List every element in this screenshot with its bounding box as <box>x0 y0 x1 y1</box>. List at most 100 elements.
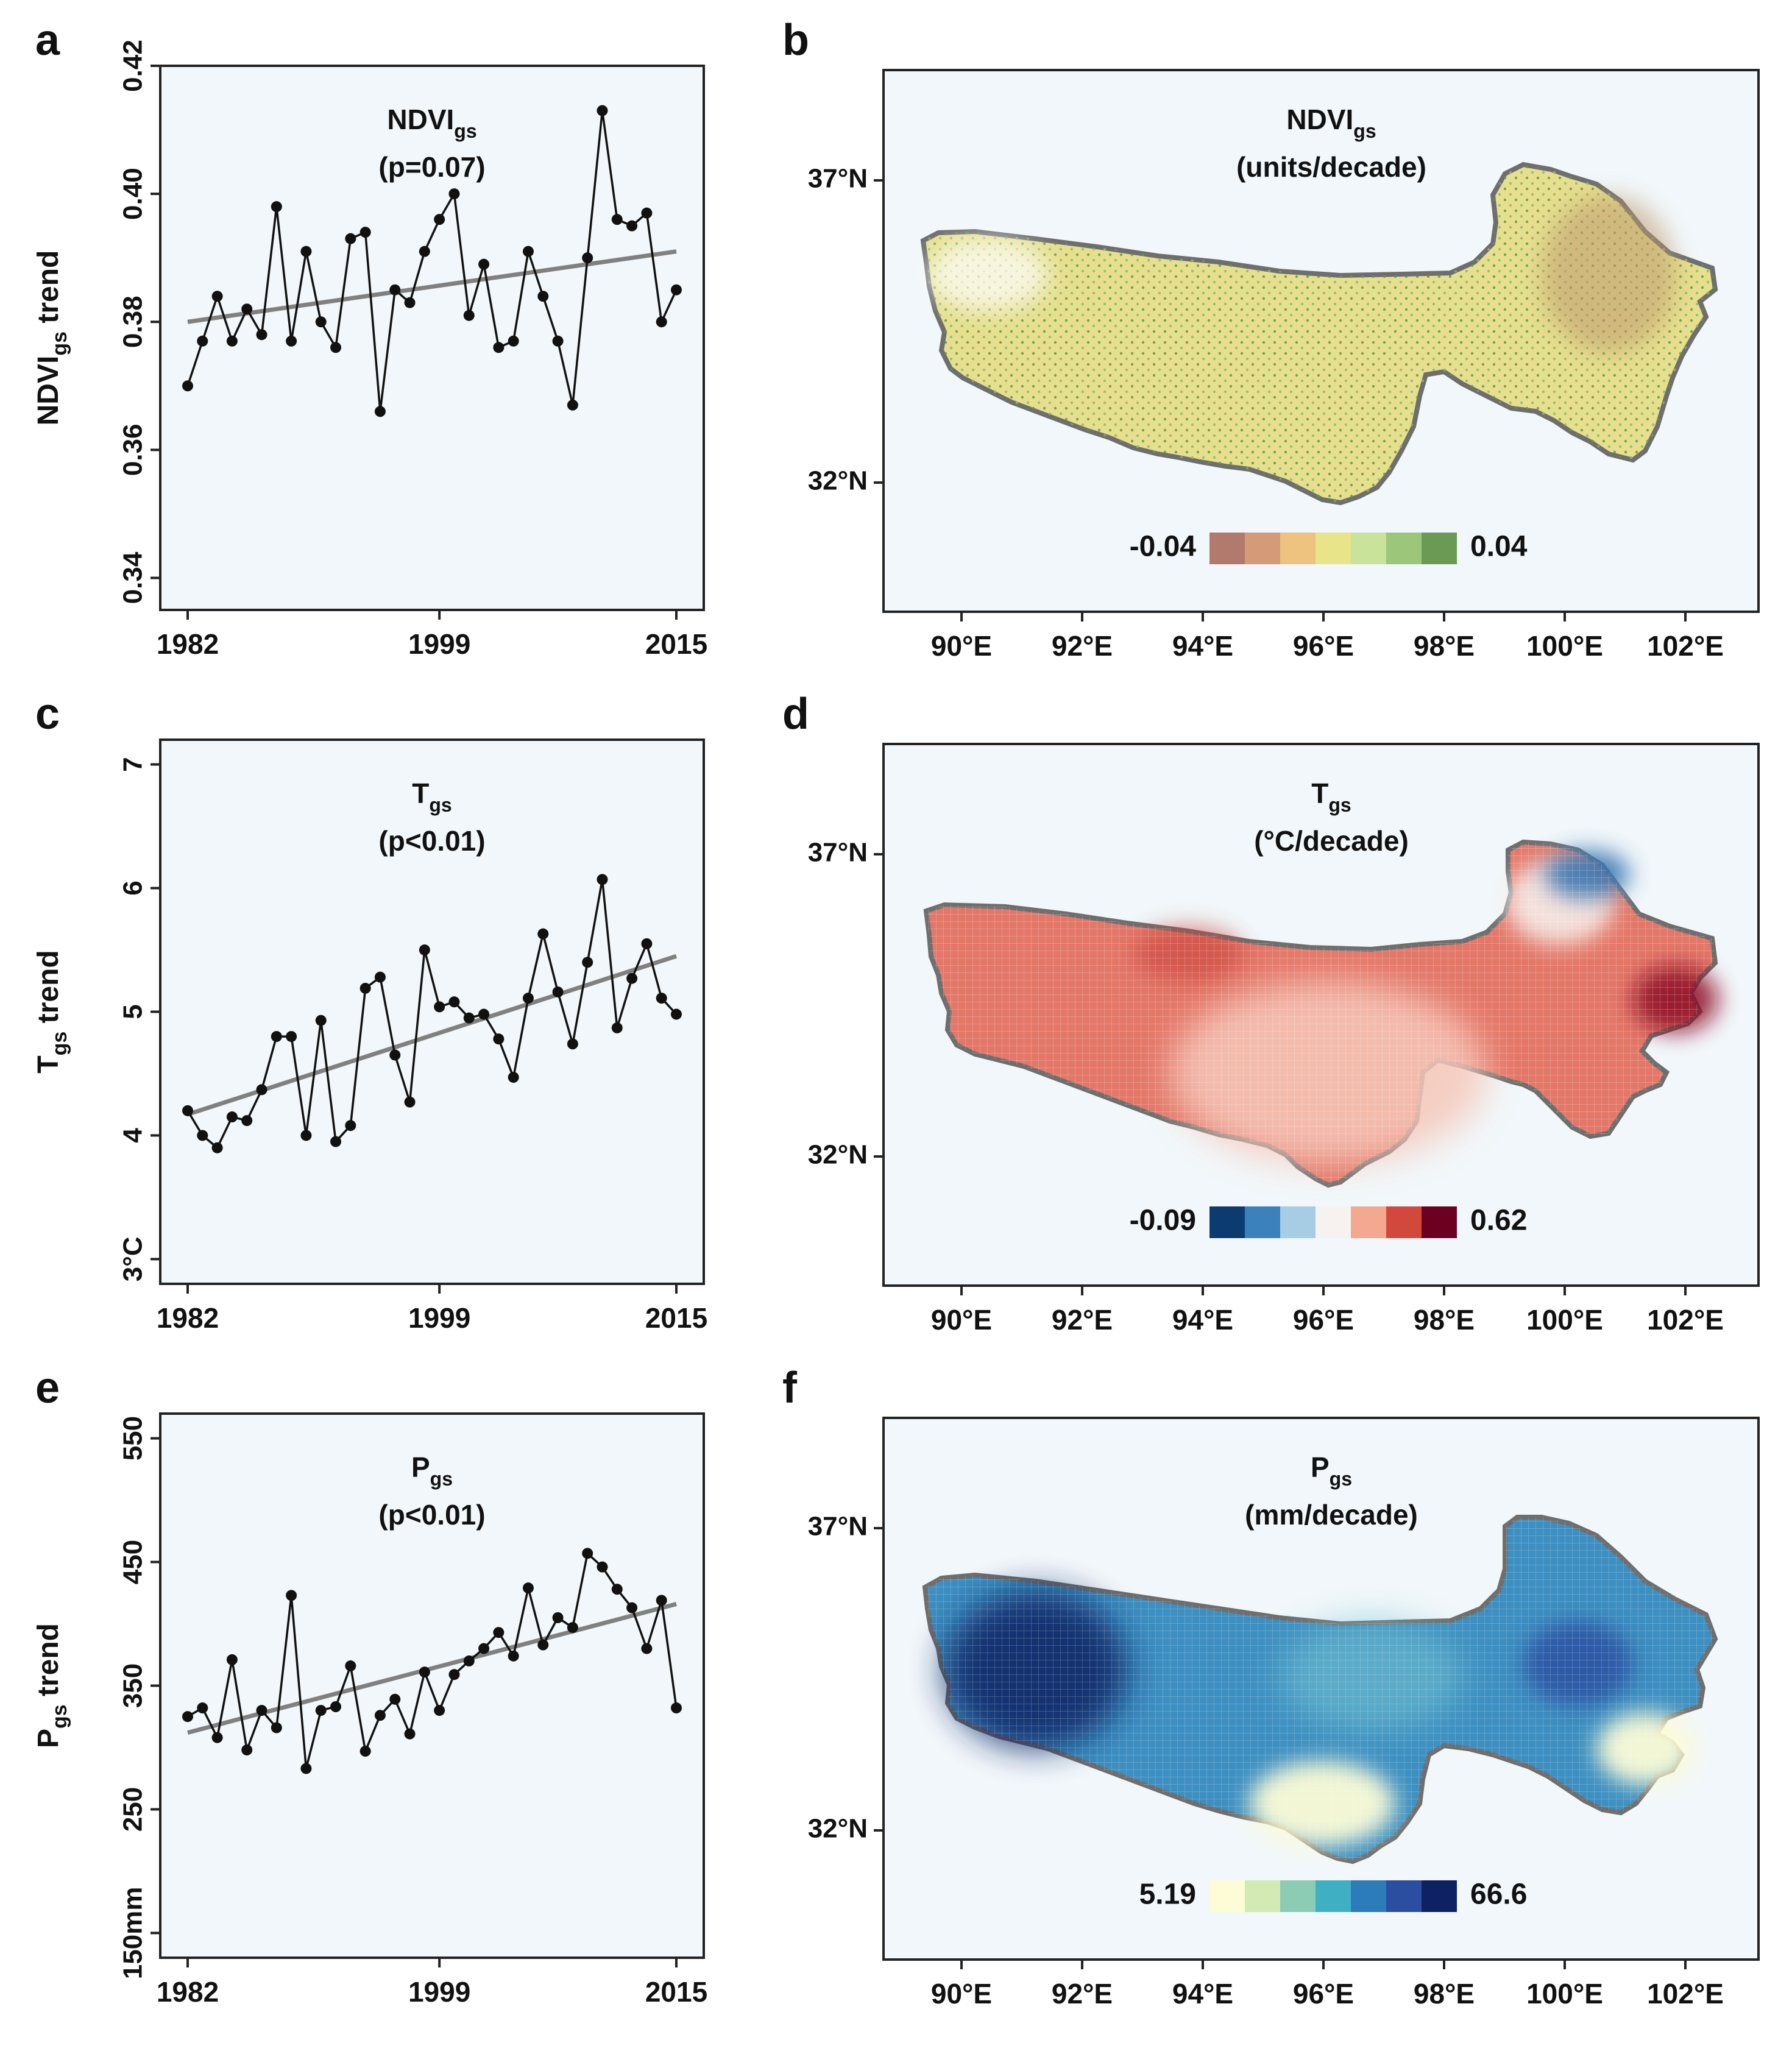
lon-tick-label: 102°E <box>1647 630 1724 662</box>
map-f-precipitation: Pgs (mm/decade) 5.19 66.6 90°E 92°E 94°E 96°… <box>808 1417 1760 2010</box>
plot-area <box>159 738 705 1285</box>
lon-tick-label: 90°E <box>931 630 992 662</box>
data-point <box>271 1031 282 1043</box>
data-point <box>611 1022 623 1033</box>
data-point <box>182 1105 193 1116</box>
data-point <box>419 944 430 956</box>
lon-tick-label: 102°E <box>1647 1304 1724 1336</box>
lon-tick-label: 98°E <box>1414 1978 1475 2010</box>
data-point <box>582 1548 593 1559</box>
lon-tick-label: 90°E <box>931 1304 992 1336</box>
data-point <box>522 993 534 1004</box>
panel-letter-d: d <box>782 690 809 738</box>
data-point <box>404 1096 416 1108</box>
lon-tick-label: 94°E <box>1172 630 1233 662</box>
lon-tick-label: 100°E <box>1526 1978 1603 2010</box>
y-tick-label: 0.34 <box>118 551 148 604</box>
panel-letter-e: e <box>35 1364 60 1412</box>
map-d-axes: 90°E 92°E 94°E 96°E 98°E 100°E 102°E 37°N 32°N <box>808 838 1724 1336</box>
data-point <box>197 335 208 347</box>
lon-tick-label: 98°E <box>1414 630 1475 662</box>
colorbar-min-label: -0.04 <box>1130 531 1197 563</box>
y-tick-label: 3°C <box>118 1236 148 1281</box>
data-point <box>389 1049 401 1061</box>
data-point <box>374 971 386 983</box>
map-d-colorbar: -0.09 0.62 <box>1130 1205 1527 1238</box>
x-tick-label: 2015 <box>645 1976 707 2008</box>
y-tick-label: 7 <box>118 757 148 771</box>
data-point <box>286 1590 297 1601</box>
data-point <box>537 1639 549 1651</box>
data-point <box>286 335 297 347</box>
data-point <box>315 1015 327 1026</box>
data-point <box>567 1622 578 1634</box>
lon-tick-label: 94°E <box>1172 1304 1233 1336</box>
data-point <box>256 329 267 341</box>
data-point <box>671 1702 682 1714</box>
y-tick-label: 4 <box>118 1128 148 1143</box>
data-point <box>611 214 623 225</box>
data-point <box>641 1643 653 1654</box>
data-point <box>241 303 253 315</box>
chart-c-temperature: 3°C 4 5 6 7 1982 1999 2015 Tgs trend Tgs (p<0.01) <box>32 738 707 1334</box>
series-line <box>187 1551 678 1769</box>
y-axis-label: Tgs trend <box>32 950 71 1073</box>
data-point <box>434 1001 445 1013</box>
lat-tick-label: 32°N <box>808 466 868 496</box>
y-tick-label: 450 <box>118 1540 148 1584</box>
colorbar-swatch <box>1386 1206 1422 1238</box>
data-point <box>345 233 356 244</box>
lon-tick-label: 100°E <box>1526 630 1603 662</box>
data-point <box>389 284 401 296</box>
panel-letter-b: b <box>782 16 809 65</box>
y-tick-label: 6 <box>118 880 148 895</box>
data-point <box>626 1602 638 1613</box>
data-point <box>300 246 312 257</box>
data-point <box>330 342 342 353</box>
panel-letter-c: c <box>35 690 60 738</box>
data-point <box>478 258 490 270</box>
lat-tick-label: 32°N <box>808 1814 868 1844</box>
panel-letter-a: a <box>35 16 60 65</box>
lat-tick-label: 37°N <box>808 164 868 194</box>
data-point <box>330 1701 342 1713</box>
lon-tick-label: 92°E <box>1052 630 1113 662</box>
data-point <box>211 1142 223 1153</box>
data-point <box>359 227 371 238</box>
data-point <box>508 335 519 347</box>
data-point <box>374 1710 386 1721</box>
map-b-ndvi: NDVIgs (units/decade) -0.04 0.04 90°E 92°E… <box>808 69 1760 662</box>
data-point <box>434 214 445 225</box>
data-point <box>226 1654 238 1665</box>
series-line <box>186 879 678 1150</box>
colorbar-swatch <box>1316 1880 1351 1912</box>
data-point <box>211 1732 223 1743</box>
data-point <box>256 1705 267 1716</box>
colorbar-swatch <box>1386 1880 1422 1912</box>
colorbar-swatch <box>1316 1206 1351 1238</box>
p-value-label: (p<0.01) <box>378 1499 485 1531</box>
data-point <box>641 938 653 949</box>
x-tick-label: 1982 <box>157 628 219 660</box>
data-point <box>359 982 371 994</box>
data-point <box>597 874 608 885</box>
data-point <box>656 1595 667 1606</box>
lon-tick-label: 96°E <box>1293 630 1354 662</box>
chart-a-ndvi: 0.34 0.36 0.38 0.40 0.42 1982 1999 2015 NDVIgs t… <box>32 40 707 660</box>
data-point <box>345 1120 356 1131</box>
lon-tick-label: 100°E <box>1526 1304 1603 1336</box>
data-point <box>463 1655 475 1666</box>
map-f-grid-overlay <box>925 1517 1715 1861</box>
map-f-axes: 90°E 92°E 94°E 96°E 98°E 100°E 102°E 37°N 32°N <box>808 1512 1724 2010</box>
data-point <box>671 284 682 296</box>
map-b-title: NDVIgs <box>1286 104 1376 142</box>
data-point <box>582 252 593 264</box>
data-point <box>241 1115 253 1127</box>
data-point <box>226 1111 238 1123</box>
map-b-significance-dots <box>923 165 1715 503</box>
data-point <box>389 1693 401 1705</box>
map-b-colorbar: -0.04 0.04 <box>1130 531 1528 564</box>
y-tick-label: 550 <box>118 1416 148 1461</box>
map-b-browning-patch <box>1542 195 1676 353</box>
